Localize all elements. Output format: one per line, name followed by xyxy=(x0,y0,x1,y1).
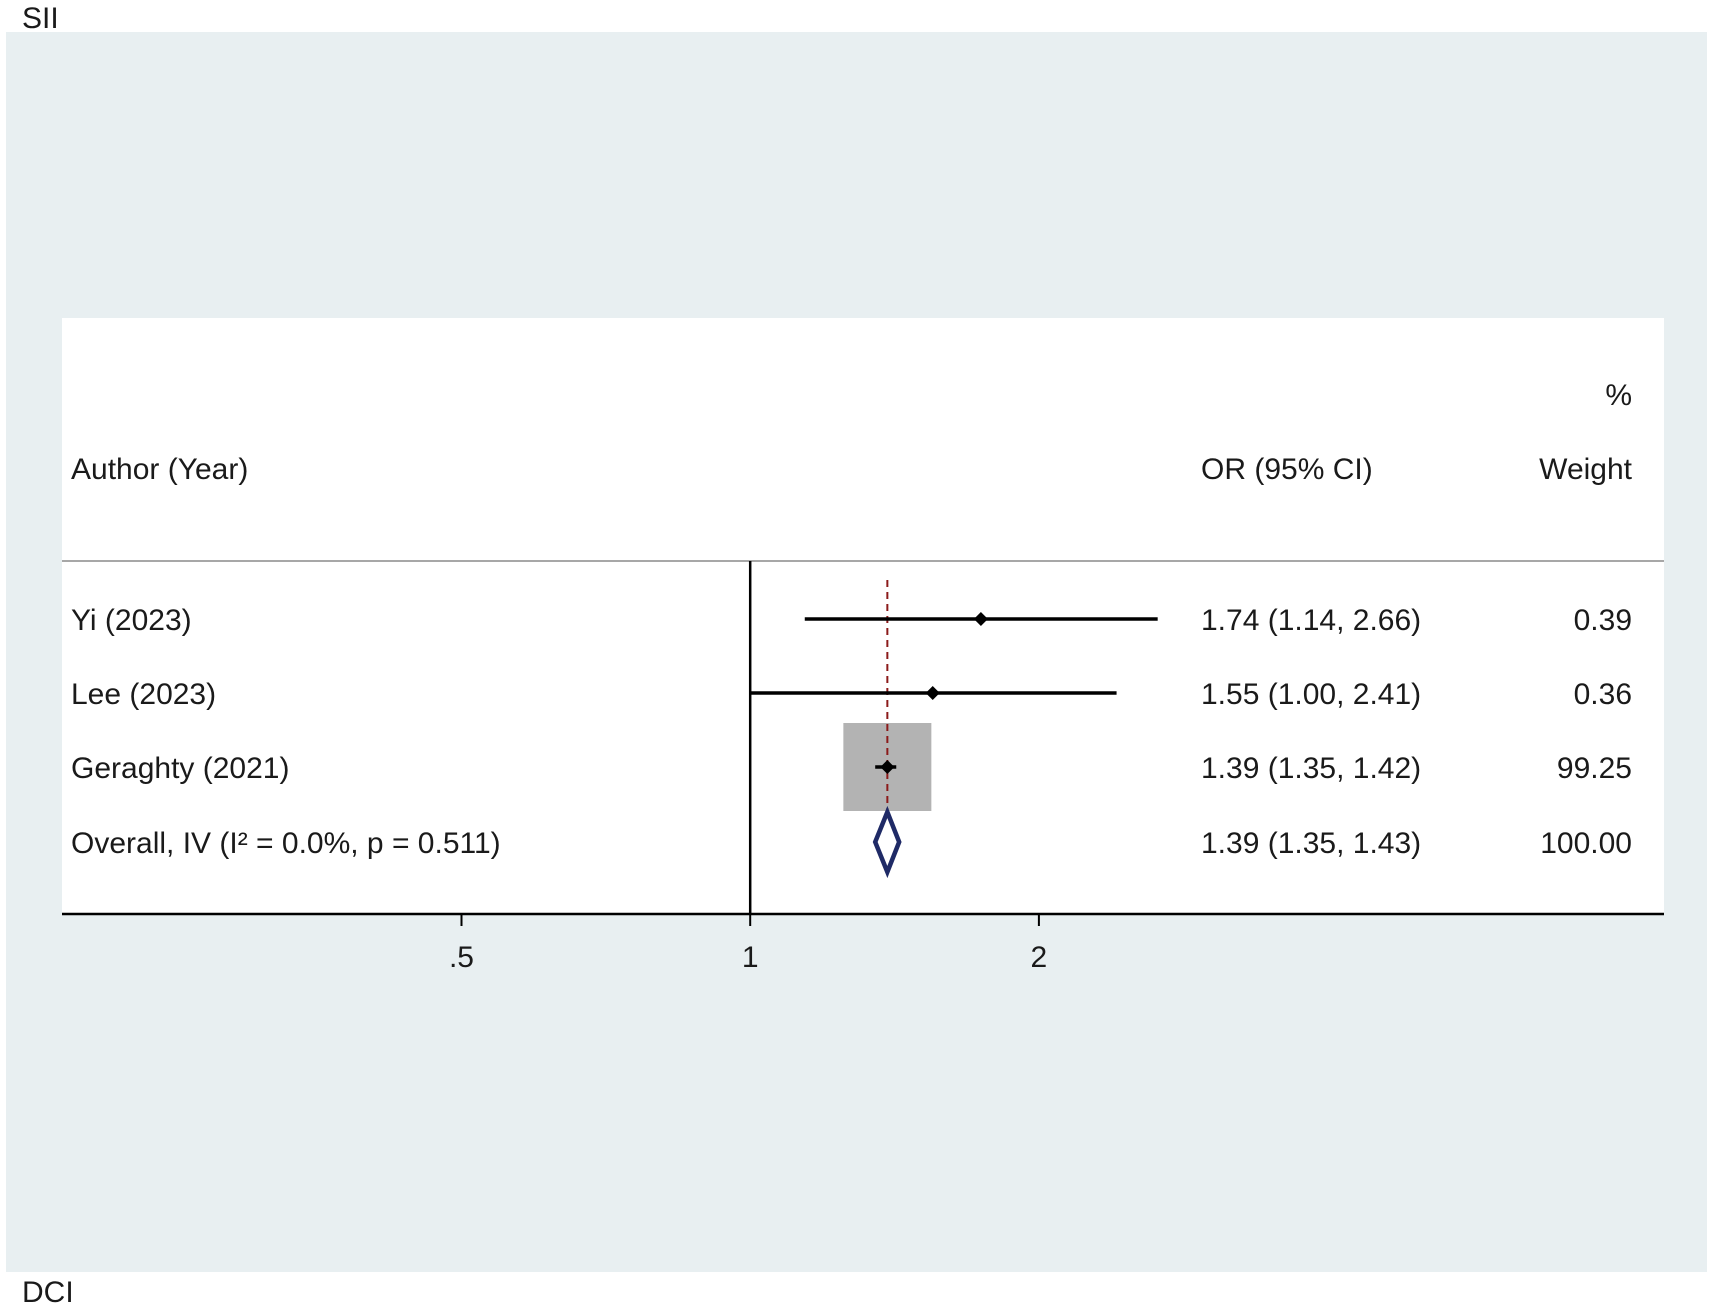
x-tick-label: .5 xyxy=(449,941,474,974)
header-weight: Weight xyxy=(1539,453,1632,486)
study-weight: 0.39 xyxy=(1574,604,1632,637)
study-effect-ci: 1.74 (1.14, 2.66) xyxy=(1201,604,1421,637)
overall-label: Overall, IV (I² = 0.0%, p = 0.511) xyxy=(71,827,501,860)
overall-weight: 100.00 xyxy=(1540,827,1632,860)
study-effect-ci: 1.55 (1.00, 2.41) xyxy=(1201,678,1421,711)
study-point-estimate xyxy=(973,612,988,626)
study-effect-ci: 1.39 (1.35, 1.42) xyxy=(1201,752,1421,785)
header-effect-size: OR (95% CI) xyxy=(1201,453,1373,486)
header-author-year: Author (Year) xyxy=(71,453,248,486)
panel-label-top: SII xyxy=(22,2,59,35)
study-point-estimate xyxy=(925,686,940,700)
overall-effect-ci: 1.39 (1.35, 1.43) xyxy=(1201,827,1421,860)
study-label: Lee (2023) xyxy=(71,678,216,711)
x-tick-label: 2 xyxy=(1031,941,1048,974)
x-tick-label: 1 xyxy=(742,941,759,974)
study-weight: 0.36 xyxy=(1574,678,1632,711)
study-label: Geraghty (2021) xyxy=(71,752,289,785)
panel-label-bottom: DCI xyxy=(22,1276,74,1309)
overall-diamond xyxy=(872,805,902,879)
header-weight-percent: % xyxy=(1605,379,1632,412)
study-weight: 99.25 xyxy=(1557,752,1632,785)
plot-area-background xyxy=(62,318,1664,914)
study-point-estimate xyxy=(880,760,895,774)
study-label: Yi (2023) xyxy=(71,604,192,637)
